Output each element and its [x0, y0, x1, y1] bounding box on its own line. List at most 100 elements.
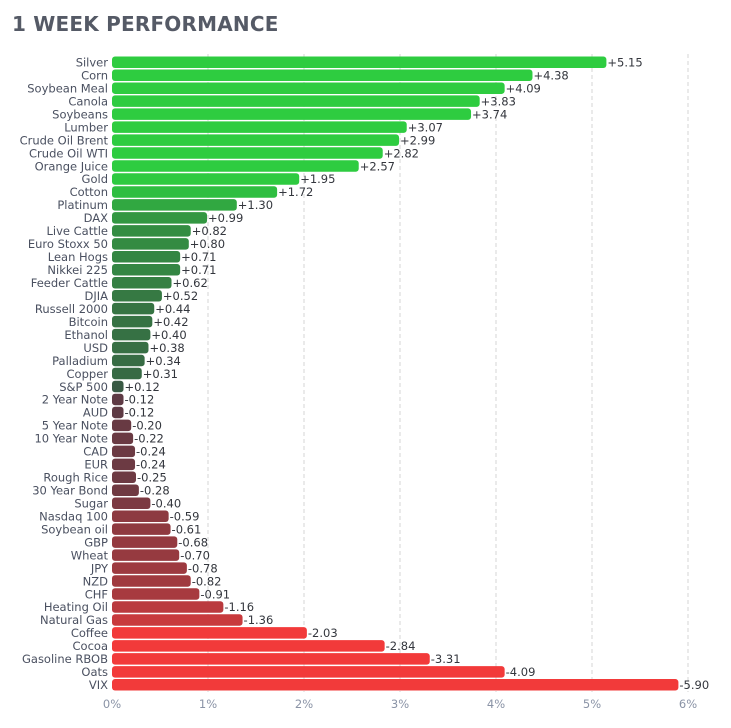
category-label: Corn: [81, 68, 108, 82]
bar: [112, 82, 505, 94]
category-label: Nasdaq 100: [39, 509, 108, 523]
x-tick-label: 1%: [199, 697, 217, 711]
x-tick-label: 4%: [487, 697, 505, 711]
bar: [112, 160, 359, 172]
value-label: -3.31: [431, 652, 461, 666]
bar: [112, 121, 407, 133]
category-label: Gasoline RBOB: [22, 652, 108, 666]
x-axis-ticks: 0% 1% 2% 3% 4% 5% 6%: [103, 697, 697, 711]
category-label: Rough Rice: [43, 471, 108, 485]
value-label: -0.28: [140, 484, 170, 498]
category-label: CAD: [83, 445, 108, 459]
value-label: +0.44: [155, 302, 190, 316]
bar-row: Ethanol +0.40: [64, 328, 186, 342]
value-label: +2.82: [384, 146, 419, 160]
value-label: +0.99: [208, 211, 243, 225]
bar: [112, 653, 430, 665]
bar: [112, 264, 181, 276]
value-label: -0.91: [200, 587, 230, 601]
category-label: 30 Year Bond: [32, 484, 108, 498]
bar: [112, 302, 155, 315]
value-label: +0.34: [146, 354, 181, 368]
bar-row: Heating Oil -1.16: [44, 600, 254, 614]
bar: [112, 484, 139, 497]
category-label: CHF: [85, 587, 108, 601]
value-label: -0.59: [170, 509, 200, 523]
value-label: -0.12: [125, 393, 155, 407]
value-label: +0.52: [163, 289, 198, 303]
value-label: +0.40: [151, 328, 186, 342]
category-label: NZD: [83, 574, 108, 588]
bar-row: DAX +0.99: [84, 211, 244, 225]
value-label: +2.57: [360, 159, 395, 173]
value-label: +1.95: [300, 172, 335, 186]
category-label: Soybean oil: [41, 522, 108, 536]
category-label: Lumber: [64, 120, 108, 134]
bar-row: Oats -4.09: [81, 665, 535, 679]
value-label: -0.82: [192, 574, 222, 588]
bar-row: Crude Oil Brent +2.99: [20, 133, 436, 147]
category-label: Russell 2000: [35, 302, 108, 316]
category-label: Natural Gas: [40, 613, 108, 627]
bar-row: Sugar -0.40: [74, 496, 181, 510]
category-label: Sugar: [74, 496, 108, 510]
bar: [112, 199, 237, 211]
bar-row: Canola +3.83: [68, 94, 516, 108]
bar: [112, 601, 224, 613]
bar-row: 10 Year Note -0.22: [34, 432, 163, 446]
category-label: Bitcoin: [69, 315, 108, 329]
value-label: +0.62: [173, 276, 208, 290]
bar: [112, 393, 124, 406]
bar-row: Gasoline RBOB -3.31: [22, 652, 461, 666]
category-label: 5 Year Note: [42, 419, 108, 433]
category-label: USD: [83, 341, 108, 355]
bar-row: JPY -0.78: [90, 561, 218, 575]
bar: [112, 458, 136, 471]
bar: [112, 575, 191, 587]
bar: [112, 679, 679, 691]
bar-row: EUR -0.24: [84, 458, 165, 472]
bar: [112, 186, 278, 198]
value-label: +1.72: [278, 185, 313, 199]
bar: [112, 445, 136, 458]
category-label: Orange Juice: [35, 159, 108, 173]
bar-row: Gold +1.95: [82, 172, 336, 186]
bar: [112, 406, 124, 419]
category-label: Live Cattle: [46, 224, 108, 238]
category-label: Nikkei 225: [47, 263, 108, 277]
value-label: -1.36: [244, 613, 274, 627]
bar-row: 30 Year Bond -0.28: [32, 484, 169, 498]
value-label: -4.09: [506, 665, 536, 679]
category-label: S&P 500: [59, 380, 108, 394]
bar-row: Lean Hogs +0.71: [48, 250, 217, 264]
bar-row: Bitcoin +0.42: [69, 315, 189, 329]
category-label: Gold: [82, 172, 108, 186]
category-label: Cotton: [70, 185, 108, 199]
value-label: -0.61: [172, 522, 202, 536]
bar: [112, 276, 172, 289]
value-label: +0.31: [143, 367, 178, 381]
bar-row: AUD -0.12: [83, 406, 154, 420]
category-label: Heating Oil: [44, 600, 108, 614]
value-label: +3.74: [472, 107, 507, 121]
bar-row: Crude Oil WTI +2.82: [29, 146, 419, 160]
category-label: Crude Oil Brent: [20, 133, 109, 147]
value-label: -0.12: [125, 406, 155, 420]
bar-row: Copper +0.31: [67, 367, 178, 381]
bar-row: CAD -0.24: [83, 445, 166, 459]
category-label: DAX: [84, 211, 109, 225]
bar: [112, 173, 300, 185]
bar-row: 2 Year Note -0.12: [42, 393, 154, 407]
category-label: Ethanol: [64, 328, 108, 342]
category-label: Wheat: [71, 548, 109, 562]
value-label: -0.22: [134, 432, 164, 446]
value-label: +5.15: [607, 56, 642, 70]
bar: [112, 523, 171, 535]
bar-row: Silver +5.15: [76, 56, 643, 70]
value-label: -0.25: [137, 471, 167, 485]
bar-row: Platinum +1.30: [57, 198, 273, 212]
bar: [112, 419, 132, 432]
category-label: VIX: [89, 678, 108, 692]
category-label: Feeder Cattle: [31, 276, 108, 290]
